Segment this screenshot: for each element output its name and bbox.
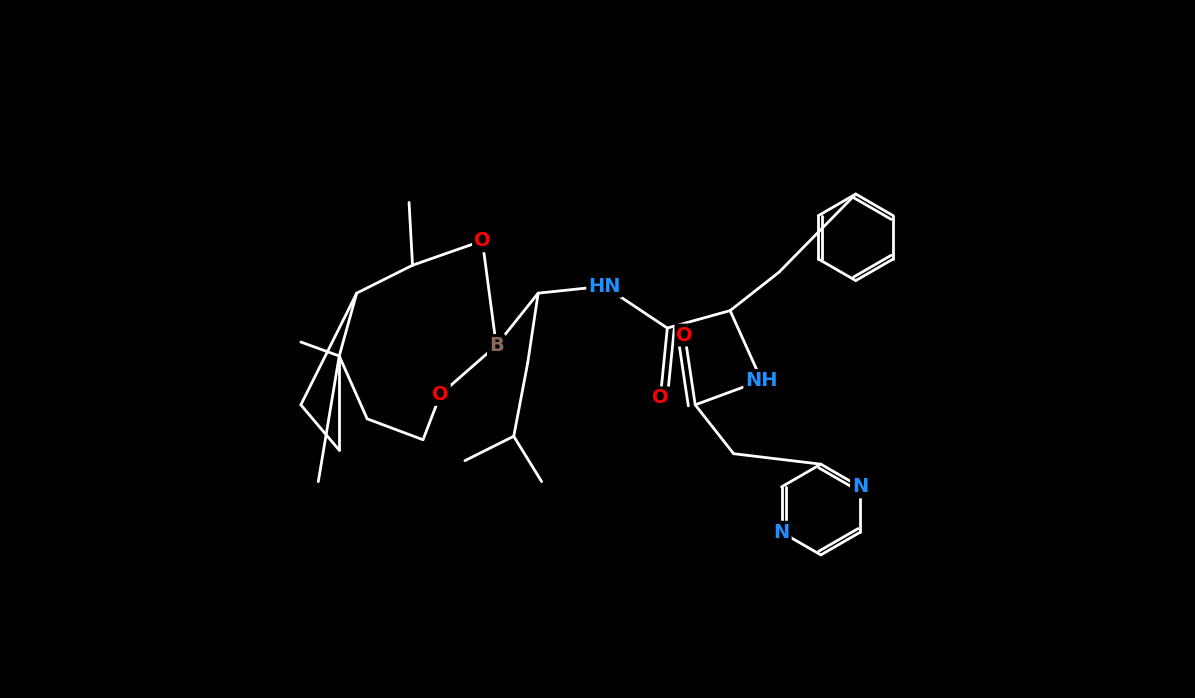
Text: B: B bbox=[489, 336, 503, 355]
Text: N: N bbox=[773, 523, 790, 542]
Text: O: O bbox=[433, 385, 449, 404]
Text: O: O bbox=[474, 231, 491, 251]
Text: O: O bbox=[652, 388, 669, 408]
Text: NH: NH bbox=[746, 371, 778, 390]
Text: HN: HN bbox=[588, 276, 620, 296]
Text: O: O bbox=[676, 325, 693, 345]
Text: N: N bbox=[852, 477, 869, 496]
